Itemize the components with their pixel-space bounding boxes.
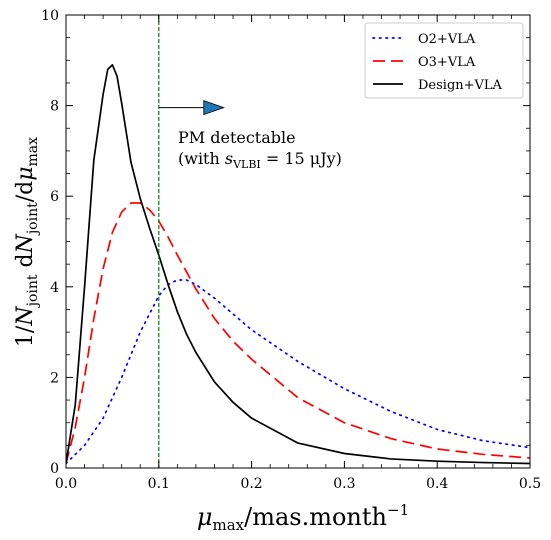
annotation-s: s bbox=[225, 149, 233, 168]
x-axis-title: μmax/mas.month−1 bbox=[197, 501, 409, 534]
y-axis-title: 1/Njoint dNjoint/dμmax bbox=[13, 137, 41, 347]
annotation-line2-pre: (with bbox=[178, 149, 225, 168]
x-tick-label: 0.1 bbox=[148, 476, 170, 492]
y-axis-sub2: joint bbox=[25, 202, 41, 236]
annotation-sub: VLBI bbox=[232, 158, 261, 171]
x-axis-sup: −1 bbox=[387, 501, 409, 519]
legend: O2+VLA O3+VLA Design+VLA bbox=[364, 22, 524, 99]
series-line-0 bbox=[66, 279, 530, 465]
y-tick-label: 4 bbox=[50, 280, 59, 296]
annotation: PM detectable (with sVLBI = 15 μJy) bbox=[178, 128, 342, 171]
series-line-2 bbox=[66, 63, 530, 465]
svg-text:(with sVLBI = 15 μJy): (with sVLBI = 15 μJy) bbox=[178, 149, 342, 171]
series-group bbox=[66, 63, 530, 465]
y-tick-label: 8 bbox=[50, 99, 59, 115]
x-axis-mu: μ bbox=[197, 503, 213, 531]
y-axis-p3: /d bbox=[13, 181, 38, 203]
svg-text:1/Njoint dNjoint/dμmax: 1/Njoint dNjoint/dμmax bbox=[13, 137, 41, 347]
x-axis-rest: /mas.month bbox=[244, 503, 387, 531]
x-tick-label: 0.5 bbox=[519, 476, 541, 492]
legend-box bbox=[364, 22, 524, 99]
y-axis-p2: d bbox=[13, 253, 38, 274]
y-axis-mu: μ bbox=[13, 166, 38, 180]
y-tick-label: 2 bbox=[50, 370, 59, 386]
svg-text:PM detectable: PM detectable bbox=[178, 128, 296, 147]
legend-label: O3+VLA bbox=[418, 55, 476, 70]
svg-text:μmax/mas.month−1: μmax/mas.month−1 bbox=[197, 501, 409, 534]
y-tick-label: 6 bbox=[50, 189, 59, 205]
plot-layer: 0.0 0.1 0.2 0.3 0.4 0.5 0 2 4 6 8 10 O2+VLA O3+VLA Des… bbox=[41, 8, 541, 492]
series-line-1 bbox=[66, 202, 530, 464]
y-axis-n2: N bbox=[13, 233, 38, 254]
legend-label: Design+VLA bbox=[418, 78, 503, 93]
x-tick-label: 0.0 bbox=[55, 476, 77, 492]
y-axis-sub3: max bbox=[25, 137, 41, 167]
annotation-line2-post: = 15 μJy) bbox=[261, 149, 342, 168]
y-tick-label: 0 bbox=[50, 461, 59, 477]
x-tick-label: 0.4 bbox=[426, 476, 448, 492]
x-tick-label: 0.2 bbox=[240, 476, 262, 492]
y-axis-sub1: joint bbox=[25, 274, 41, 308]
y-axis-n1: N bbox=[13, 306, 38, 327]
annotation-line1: PM detectable bbox=[178, 128, 296, 147]
x-tick-label: 0.3 bbox=[333, 476, 355, 492]
y-tick-label: 10 bbox=[41, 8, 59, 24]
legend-label: O2+VLA bbox=[418, 32, 476, 47]
arrow-head bbox=[203, 100, 225, 116]
y-axis-p1: 1/ bbox=[13, 325, 38, 347]
x-axis-mu-sub: max bbox=[212, 516, 244, 534]
